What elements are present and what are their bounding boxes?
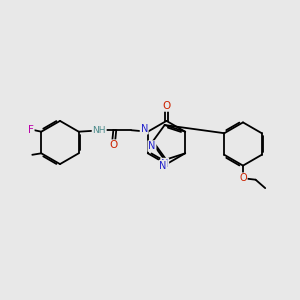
Text: F: F <box>28 125 34 135</box>
Text: O: O <box>109 140 117 150</box>
Text: N: N <box>161 159 168 169</box>
Text: N: N <box>140 124 148 134</box>
Text: O: O <box>239 173 247 183</box>
Text: O: O <box>162 101 171 111</box>
Text: N: N <box>159 160 167 171</box>
Text: NH: NH <box>92 126 106 135</box>
Text: N: N <box>148 141 156 151</box>
